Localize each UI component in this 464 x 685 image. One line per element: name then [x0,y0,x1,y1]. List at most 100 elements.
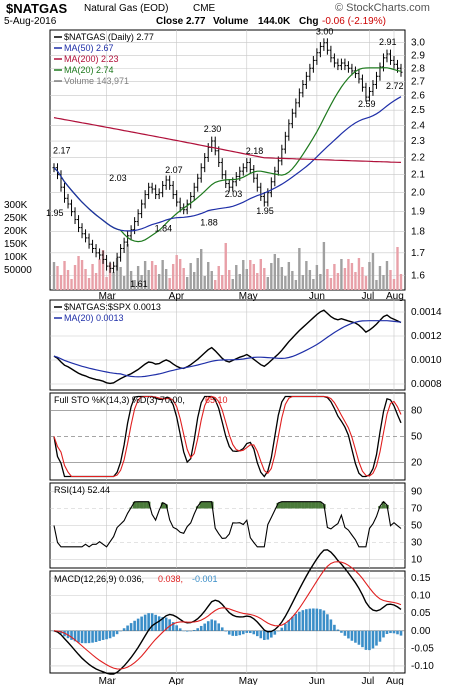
legend-label: MA(200) 2.23 [64,54,119,64]
macd-histogram-bar [301,610,305,631]
volume-bar [203,276,206,290]
y-tick-label: 2.3 [411,136,425,147]
macd-histogram-bar [396,630,399,635]
macd-histogram-bar [291,616,294,631]
macd-histogram-bar [284,623,287,631]
macd-histogram-bar [161,617,164,631]
y-tick-label: 0.00 [411,626,431,637]
volume-bar [336,273,340,290]
y-tick-label: 3.0 [411,38,425,49]
volume-bar [238,274,241,290]
macd-histogram-bar [101,630,105,640]
rsi-overbought-fill [202,501,207,509]
legend-label: Full STO %K(14,3) %D(3) 70.00, [54,395,185,405]
rsi-overbought-fill [160,502,165,509]
legend-label: RSI(14) 52.44 [54,485,110,495]
macd-histogram-bar [168,619,171,631]
y-tick-label: 2.6 [411,91,425,102]
volume-bar [182,268,185,290]
macd-histogram-bar [280,627,284,631]
macd-histogram-bar [150,613,154,631]
macd-histogram-bar [347,630,350,639]
macd-histogram-bar [70,630,73,640]
macd-histogram-bar [326,614,329,631]
y-tick-label: 2.9 [411,50,425,61]
macd-histogram-bar [115,630,119,635]
macd-histogram-bar [378,630,382,642]
macd-histogram-bar [385,630,389,635]
macd-histogram-bar [217,623,221,631]
price-annotation: 2.30 [204,124,222,134]
macd-histogram-bar [122,628,126,631]
rsi-overbought-fill [311,501,316,509]
macd-histogram-bar [305,609,308,631]
macd-histogram-bar [312,608,315,631]
macd-histogram-bar [119,630,122,632]
volume-bar [284,276,287,290]
macd-histogram-bar [105,630,108,640]
legend-label: 65.10 [205,395,228,405]
volume-bar [154,265,157,290]
legend-label: MA(20) 2.74 [64,65,114,75]
macd-histogram-bar [322,610,326,631]
brand-label: © StockCharts.com [335,2,430,14]
price-annotation: 2.59 [358,99,376,109]
rsi-overbought-fill [146,501,151,509]
y-tick-label: 2.8 [411,63,425,74]
volume-bar [249,260,252,290]
rsi-overbought-fill [301,501,305,509]
x-tick-label: Apr [169,676,185,685]
macd-histogram-bar [343,630,347,636]
macd-histogram-bar [389,630,392,634]
ma50-line [53,96,402,232]
macd-histogram-bar [196,628,200,631]
volume-bar [291,271,294,290]
volume-bar [242,260,245,290]
volume-axis-label: 200K [4,226,28,237]
volume-bar [305,261,308,290]
volume-bar [52,262,56,290]
rsi-overbought-fill [315,501,319,509]
macd-histogram-bar [252,630,256,635]
volume-bar [84,269,87,290]
volume-bar [350,263,354,290]
volume-bar [252,264,255,290]
x-tick-label: Jun [309,676,325,685]
volume-bar [270,263,273,290]
date-label: 5-Aug-2016 [4,16,57,27]
price-annotation: 2.18 [246,146,264,156]
x-tick-label: May [239,676,258,685]
volume-axis-label: 250K [4,213,28,224]
volume-bar [178,259,182,290]
volume-bar [200,249,203,290]
y-tick-label: 0.0012 [411,331,442,342]
macd-histogram-bar [273,630,277,635]
price-annotation: 2.03 [225,189,243,199]
volume-bar [122,276,126,290]
volume-bar [108,263,112,290]
rsi-overbought-fill [136,501,140,509]
volume-bar [378,266,382,290]
x-tick-label: Aug [386,676,404,685]
stochastic-d-line [53,395,402,478]
volume-bar [392,279,396,290]
y-tick-label: -0.10 [411,661,434,672]
macd-histogram-bar [94,630,98,642]
macd-histogram-bar [238,630,242,636]
macd-histogram-bar [140,616,143,631]
macd-histogram-bar [84,630,87,644]
macd-histogram-bar [192,629,196,631]
macd-histogram-bar [77,630,80,643]
macd-histogram-bar [175,625,178,631]
y-tick-label: 80 [411,405,423,416]
y-tick-label: 1.8 [411,227,425,238]
macd-histogram-bar [147,613,150,631]
macd-histogram-bar [336,629,340,631]
macd-histogram-bar [157,616,161,631]
symbol-label: $NATGAS [6,1,68,16]
chart-header: $NATGAS Natural Gas (EOD) CME © StockCha… [0,0,464,28]
x-tick-label: Mar [99,291,117,302]
rsi-overbought-fill [381,501,386,509]
volume-bar [308,270,312,290]
volume-bar [301,275,305,290]
